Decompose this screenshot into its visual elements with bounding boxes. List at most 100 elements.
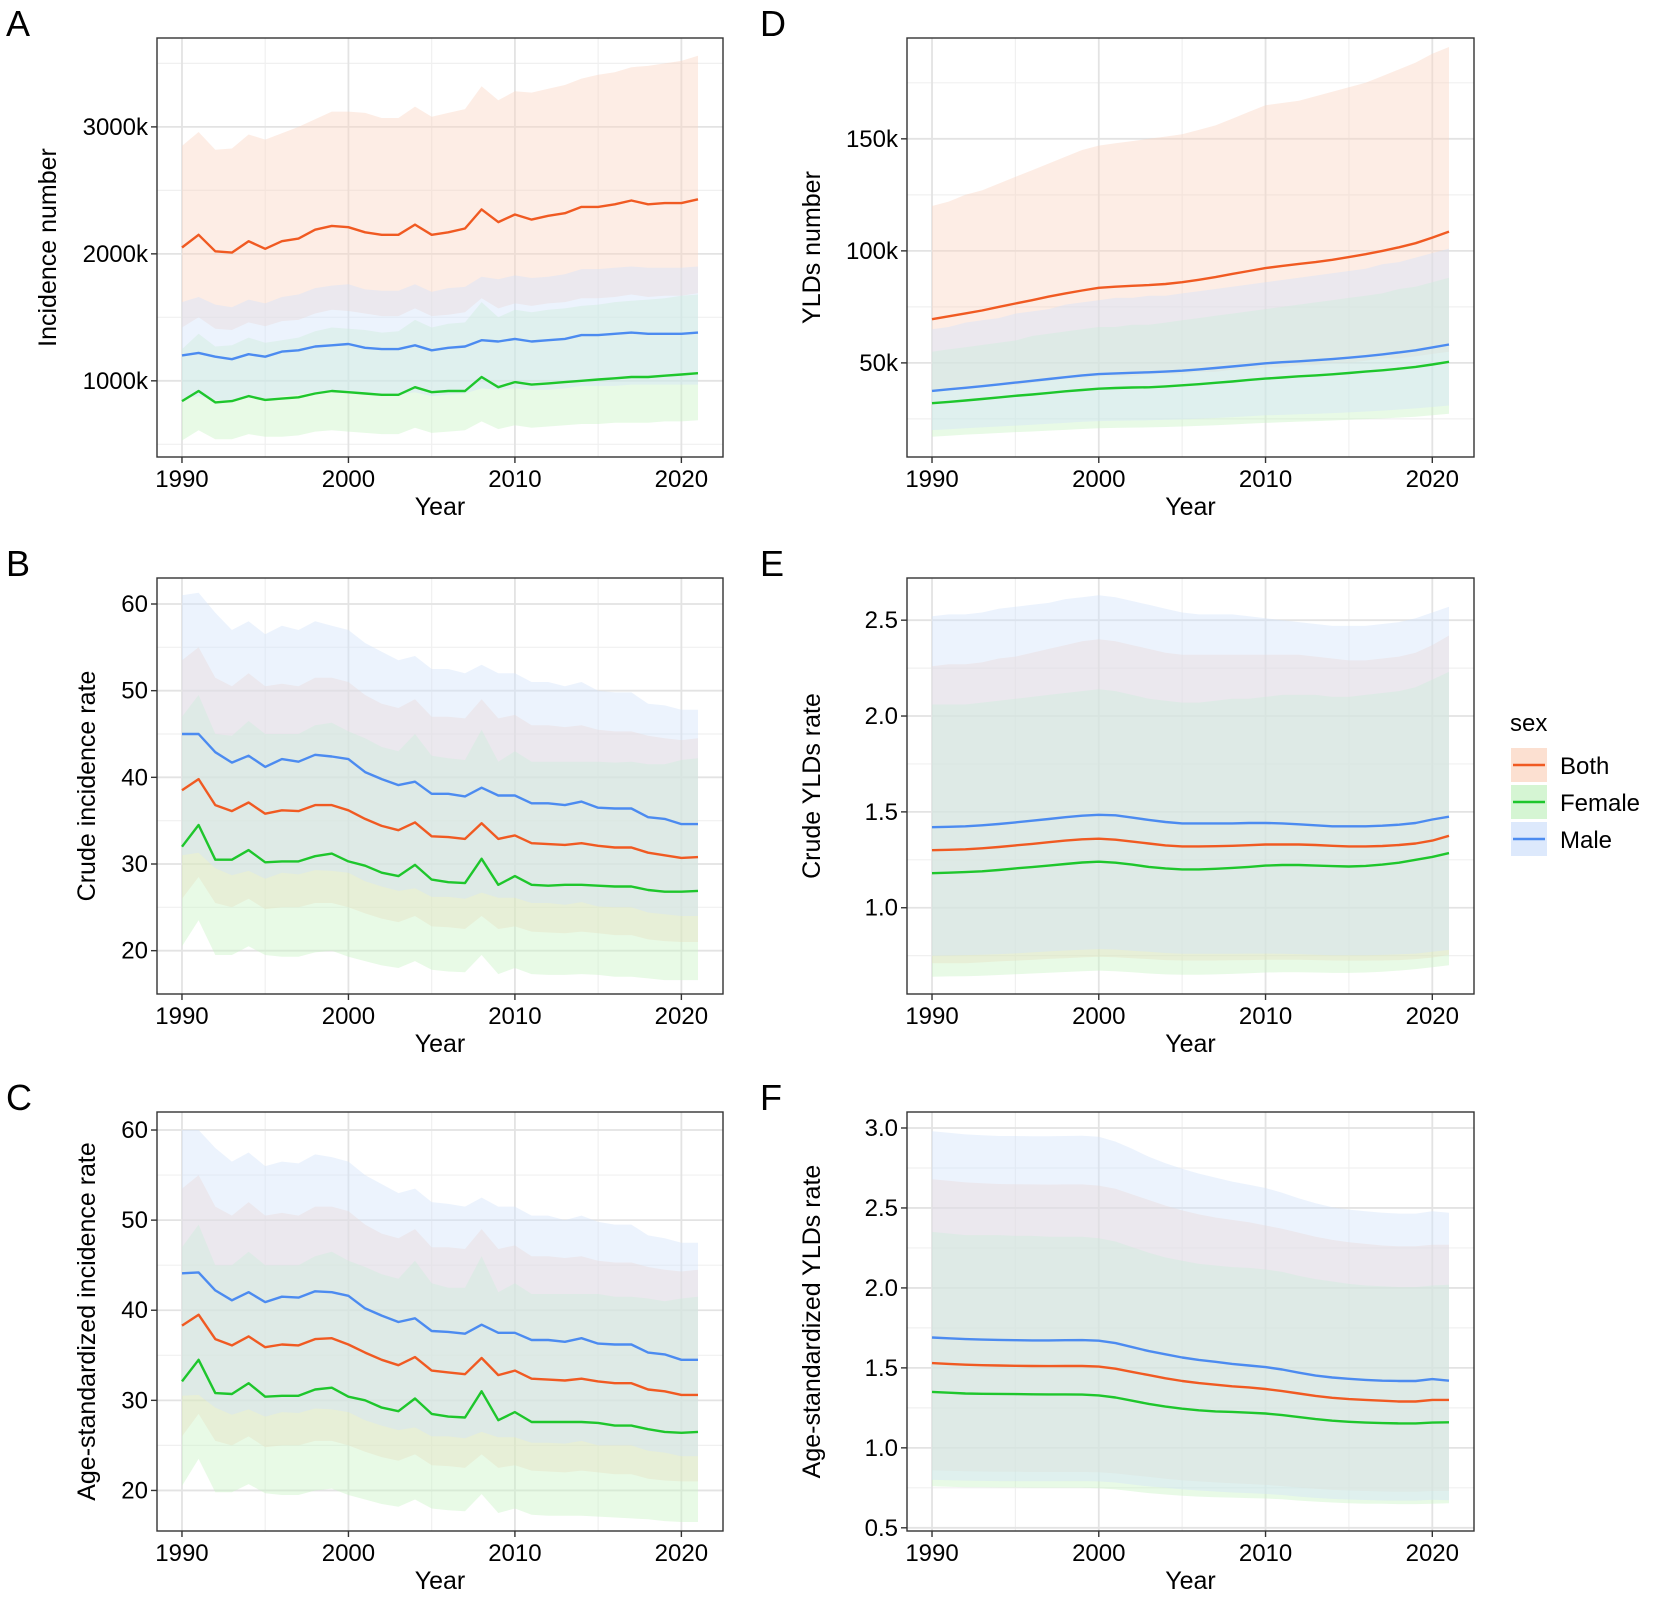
panel-c-line-both <box>181 1313 698 1397</box>
panel-d-xtick-label: 2020 <box>1406 466 1459 493</box>
panel-e-line-female <box>931 851 1450 875</box>
panel-a-ytick-label: 2000k <box>83 241 149 268</box>
panel-e-ribbon-male <box>932 595 1449 956</box>
panel-f-ytick-label: 1.0 <box>865 1435 898 1462</box>
legend-label-female: Female <box>1560 790 1640 817</box>
panel-e-background <box>907 578 1474 994</box>
panel-e-border <box>906 577 1475 995</box>
panel-e-ribbon-both <box>932 635 1449 964</box>
panel-a-xtick-label: 2020 <box>655 466 708 493</box>
panel-d-letter: D <box>760 3 786 44</box>
panel-b-border <box>156 577 724 995</box>
panel-f-ribbon-female <box>932 1231 1449 1505</box>
panel-c-border <box>156 1111 724 1532</box>
panel-b-xtick-label: 1990 <box>155 1003 208 1030</box>
legend-title: sex <box>1510 710 1547 737</box>
panel-b-line-female <box>181 823 699 893</box>
panel-d-line-female <box>931 360 1450 405</box>
panel-f-line-both <box>931 1361 1449 1403</box>
panel-a-line-female <box>181 372 699 404</box>
panel-e-ytick-label: 1.0 <box>865 895 898 922</box>
panel-d-ytick-label: 150k <box>846 126 899 153</box>
legend-label-male: Male <box>1560 827 1612 854</box>
panel-f-xtick-label: 2020 <box>1406 1540 1459 1567</box>
panel-e-xtick-label: 2010 <box>1239 1003 1292 1030</box>
panel-c-line-male <box>181 1271 698 1362</box>
panel-c-xtick-label: 2000 <box>322 1540 375 1567</box>
panel-c-line-female <box>181 1358 699 1435</box>
panel-c-ytick-label: 50 <box>121 1207 148 1234</box>
panel-a-ribbon-female <box>182 294 698 441</box>
panel-e-xtick-label: 2000 <box>1072 1003 1125 1030</box>
legend-entry-male: Male <box>1511 822 1612 856</box>
panel-b-xlabel: Year <box>415 1030 466 1058</box>
panel-e-ytick-label: 2.5 <box>865 607 898 634</box>
panel-f-xtick-label: 2000 <box>1072 1540 1125 1567</box>
panel-b-line-male <box>182 732 698 826</box>
panel-e-xlabel: Year <box>1165 1030 1216 1058</box>
panel-a-line-male <box>181 331 699 361</box>
panel-d-xtick-label: 1990 <box>905 466 958 493</box>
panel-b-ribbon-male <box>182 592 698 916</box>
panel-a-ribbon-both <box>182 55 698 331</box>
panel-e-ytick-label: 2.0 <box>865 703 898 730</box>
panel-f-line-female <box>931 1390 1450 1425</box>
panel-f-ribbon-both <box>932 1179 1449 1492</box>
legend-label-both: Both <box>1560 753 1609 780</box>
panel-f-ytick-label: 0.5 <box>865 1515 898 1542</box>
panel-b-xtick-label: 2000 <box>322 1003 375 1030</box>
panel-c-ribbon-female <box>182 1224 698 1522</box>
panel-d-line-both <box>931 230 1450 321</box>
legend: sex Both Female Male <box>1510 710 1640 856</box>
panel-c-letter: C <box>6 1077 32 1118</box>
panel-f-ytick-label: 3.0 <box>865 1115 898 1142</box>
panel-f-ribbon-male <box>932 1131 1449 1501</box>
panel-d-ribbon-both <box>932 47 1449 392</box>
panel-f-border <box>906 1111 1475 1532</box>
panel-d-xlabel: Year <box>1165 493 1216 521</box>
panel-f-letter: F <box>760 1077 782 1118</box>
panel-a-xtick-label: 2010 <box>488 466 541 493</box>
panel-c-ytick-label: 20 <box>121 1477 148 1504</box>
panel-f: 1990 2000 2010 2020 0.5 1.0 1.5 2.0 2.5 3.0 Year Ag… <box>760 1077 1475 1595</box>
panel-f-line-male <box>931 1336 1450 1383</box>
panel-e-letter: E <box>760 543 784 584</box>
panel-c-xtick-label: 1990 <box>155 1540 208 1567</box>
panel-a-ylabel: Incidence number <box>34 148 62 347</box>
panel-d-border <box>906 37 1475 458</box>
panel-c-background <box>157 1112 723 1531</box>
panel-a-xtick-label: 1990 <box>155 466 208 493</box>
panel-d-ytick-label: 50k <box>859 350 899 377</box>
panel-a-xtick-label: 2000 <box>322 466 375 493</box>
panel-d-xtick-label: 2000 <box>1072 466 1125 493</box>
panel-d-ylabel: YLDs number <box>798 171 826 324</box>
panel-e-ytick-label: 1.5 <box>865 799 898 826</box>
panel-b-ytick-label: 20 <box>121 938 148 965</box>
legend-entry-both: Both <box>1511 748 1609 782</box>
panel-a: 1990 2000 2010 2020 1000k 2000k 3000k Year Incid… <box>6 3 724 521</box>
panel-a-ytick-label: 3000k <box>83 114 149 141</box>
panel-e-xtick-label: 2020 <box>1406 1003 1459 1030</box>
panel-f-ylabel: Age-standardized YLDs rate <box>798 1165 826 1479</box>
panel-d-ytick-label: 100k <box>846 238 899 265</box>
panel-f-ytick-label: 2.0 <box>865 1275 898 1302</box>
panel-d-ribbon-female <box>932 277 1449 437</box>
panel-f-xtick-label: 1990 <box>905 1540 958 1567</box>
panel-c-ribbon-both <box>182 1175 698 1482</box>
panel-b-xtick-label: 2020 <box>655 1003 708 1030</box>
panel-f-background <box>907 1112 1474 1531</box>
panel-c: 1990 2000 2010 20202030405060YearAge-standa… <box>6 1077 724 1595</box>
panel-c-ytick-label: 30 <box>121 1387 148 1414</box>
panel-a-background <box>157 38 723 457</box>
panel-d-ribbon-male <box>932 248 1449 431</box>
panel-a-xlabel: Year <box>415 493 466 521</box>
panel-e-xtick-label: 1990 <box>905 1003 958 1030</box>
panel-c-ylabel: Age-standardized incidence rate <box>73 1142 101 1501</box>
panels: 1990 2000 2010 20201000k2000k3000kYearIncid… <box>6 3 1475 1595</box>
panel-f-ytick-label: 2.5 <box>865 1195 898 1222</box>
panel-b-ytick-label: 50 <box>121 678 148 705</box>
panel-b-ylabel: Crude incidence rate <box>73 671 101 902</box>
panel-a-ribbon-male <box>182 266 698 402</box>
